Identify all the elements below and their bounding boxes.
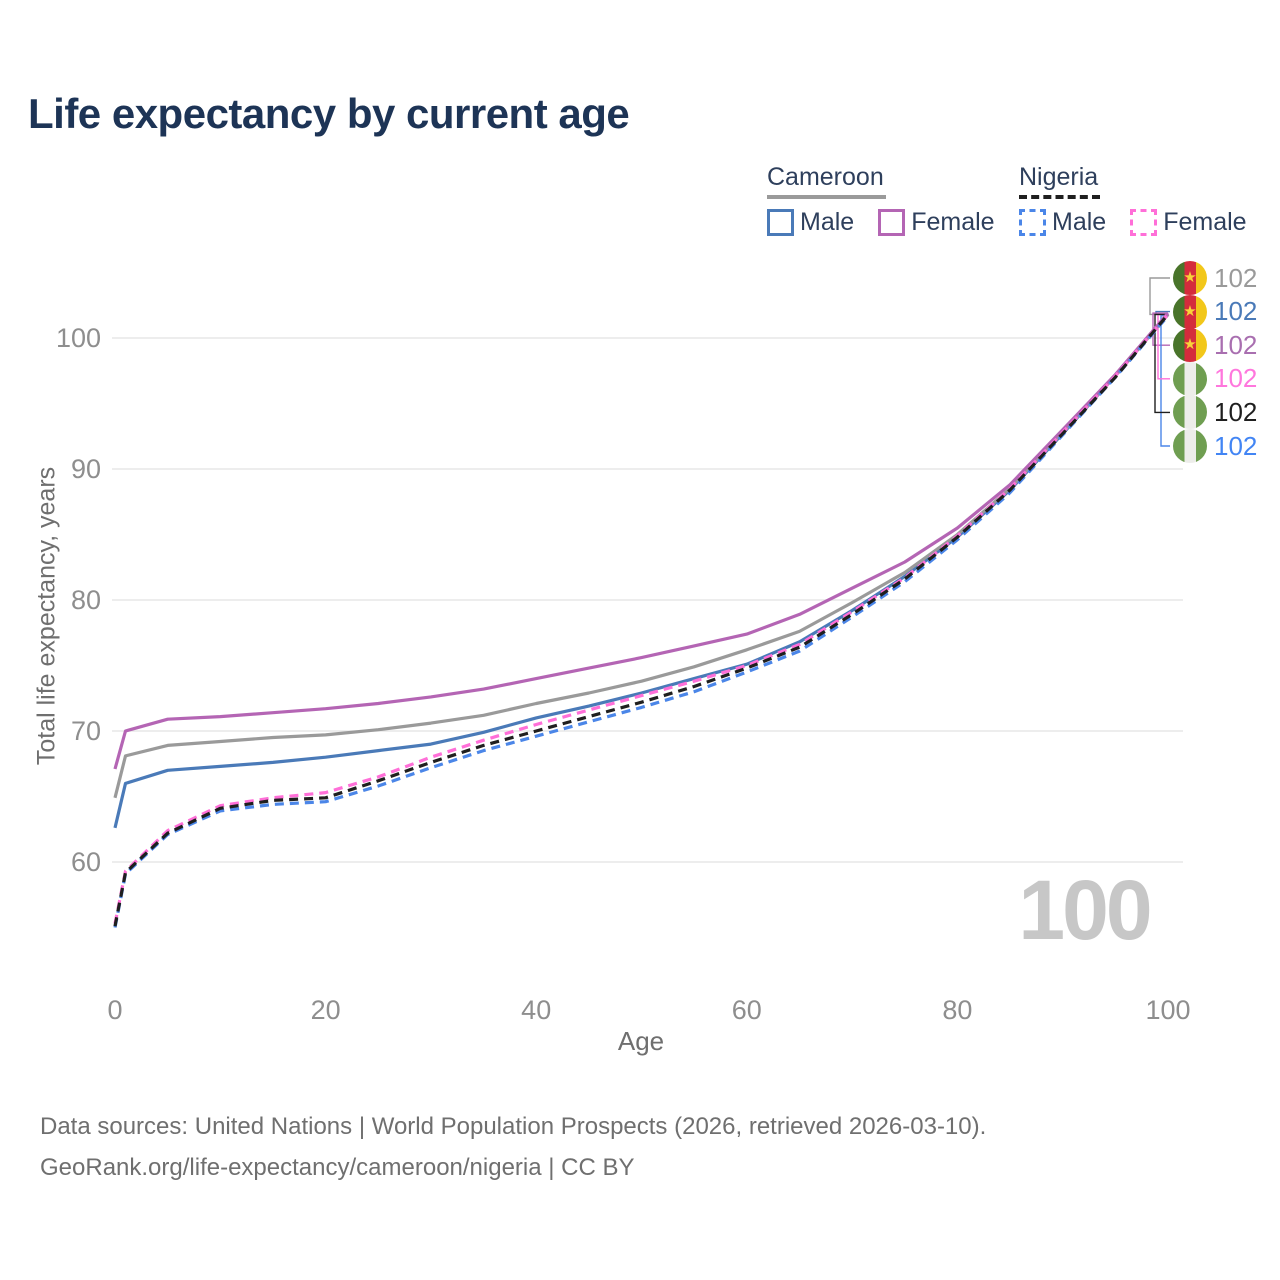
cameroon-star-icon: ★ xyxy=(1183,268,1197,286)
page-title: Life expectancy by current age xyxy=(28,90,630,137)
x-tick-label-0: 0 xyxy=(107,995,122,1025)
end-label-value: 102 xyxy=(1214,262,1258,293)
end-label-row-nigeria: 102 xyxy=(1173,395,1258,430)
cameroon-female-swatch xyxy=(878,209,906,236)
end-label-value: 102 xyxy=(1214,329,1258,360)
cameroon-flag-icon: ★ xyxy=(1173,294,1207,329)
legend-items-cameroon: Male Female xyxy=(767,208,995,237)
series-line-cameroon-male[interactable] xyxy=(113,313,1170,829)
end-label-value: 102 xyxy=(1214,430,1258,461)
end-label-row-cameroon: ★ 102 xyxy=(1173,261,1257,295)
y-tick-label-80: 80 xyxy=(71,585,101,615)
cameroon-star-icon: ★ xyxy=(1183,302,1197,320)
y-tick-label-90: 90 xyxy=(71,454,101,484)
y-axis-title: Total life expectancy, years xyxy=(32,466,61,766)
footer: Data sources: United Nations | World Pop… xyxy=(40,1106,986,1188)
end-label-value: 102 xyxy=(1214,296,1258,327)
series-line-nigeria-female[interactable] xyxy=(113,313,1170,924)
nigeria-flag-icon xyxy=(1173,361,1207,396)
legend-item-nigeria-male[interactable]: Male xyxy=(1019,208,1106,237)
legend-header-cameroon[interactable]: Cameroon xyxy=(767,163,886,199)
y-tick-label-70: 70 xyxy=(71,716,101,746)
legend-items-nigeria: Male Female xyxy=(1019,208,1247,237)
legend-header-nigeria[interactable]: Nigeria xyxy=(1019,163,1101,199)
cameroon-star-icon: ★ xyxy=(1183,336,1197,354)
end-label-row-nigeria: 102 xyxy=(1173,361,1258,396)
nigeria-female-swatch xyxy=(1130,209,1158,236)
end-label-value: 102 xyxy=(1214,363,1258,394)
footer-attribution: GeoRank.org/life-expectancy/cameroon/nig… xyxy=(40,1154,635,1181)
legend-item-label: Male xyxy=(800,208,855,236)
end-label-row-cameroon: ★ 102 xyxy=(1173,294,1258,329)
current-age-watermark: 100 xyxy=(1018,863,1152,957)
legend-group-cameroon: Cameroon Male Female xyxy=(767,163,995,237)
legend-item-label: Female xyxy=(911,208,995,236)
end-label-row-cameroon: ★ 102 xyxy=(1173,328,1258,363)
x-tick-label-20: 20 xyxy=(311,995,341,1025)
y-tick-label-100: 100 xyxy=(56,323,101,353)
y-tick-label-60: 60 xyxy=(71,847,101,877)
legend-group-nigeria: Nigeria Male Female xyxy=(1019,163,1247,237)
legend-item-label: Male xyxy=(1052,208,1107,236)
nigeria-flag-icon xyxy=(1173,429,1207,463)
x-axis-title: Age xyxy=(617,1026,665,1056)
end-label-connector-nigeria-all xyxy=(1154,313,1170,414)
nigeria-male-swatch xyxy=(1019,209,1046,236)
series-line-nigeria-all[interactable] xyxy=(113,313,1170,927)
cameroon-flag-icon: ★ xyxy=(1173,261,1207,295)
end-label-connector-nigeria-male xyxy=(1160,315,1170,447)
nigeria-flag-icon xyxy=(1173,395,1207,430)
footer-sources: Data sources: United Nations | World Pop… xyxy=(40,1113,987,1140)
series-line-cameroon-female[interactable] xyxy=(113,312,1170,770)
x-tick-label-40: 40 xyxy=(521,995,551,1025)
legend-item-label: Female xyxy=(1163,208,1247,236)
legend-item-cameroon-male[interactable]: Male xyxy=(767,208,854,237)
series-line-cameroon-all[interactable] xyxy=(113,313,1170,799)
cameroon-flag-icon: ★ xyxy=(1173,328,1207,363)
legend-item-cameroon-female[interactable]: Female xyxy=(878,208,995,237)
cameroon-male-swatch xyxy=(767,209,794,236)
legend-item-nigeria-female[interactable]: Female xyxy=(1130,208,1247,237)
x-tick-label-60: 60 xyxy=(732,995,762,1025)
x-tick-label-100: 100 xyxy=(1145,995,1190,1025)
end-label-row-nigeria: 102 xyxy=(1173,429,1257,463)
end-label-value: 102 xyxy=(1214,396,1258,427)
end-label-connector-cameroon-all xyxy=(1149,277,1170,316)
x-tick-label-80: 80 xyxy=(942,995,972,1025)
series-line-nigeria-male[interactable] xyxy=(113,314,1170,928)
